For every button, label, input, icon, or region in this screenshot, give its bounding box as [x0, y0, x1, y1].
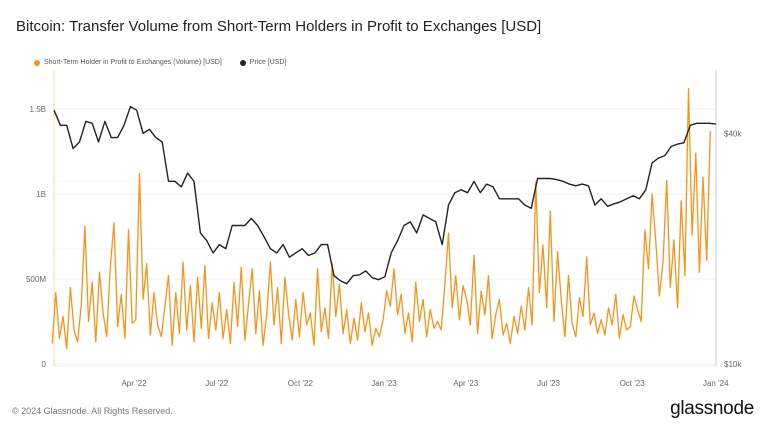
y-left-tick-labels: 0 500M 1B 1.5B [26, 105, 47, 369]
x-tick-label: Jan '23 [371, 379, 397, 388]
legend-item-price[interactable]: Price [USD] [239, 59, 287, 66]
y-left-tick-label: 0 [42, 360, 47, 369]
y-right-tick-label: $10k [724, 360, 742, 369]
x-tick-label: Jul '22 [205, 379, 228, 388]
y-left-tick-label: 1B [36, 190, 46, 199]
chart-title: Bitcoin: Transfer Volume from Short-Term… [16, 18, 542, 35]
x-tick-label: Jul '23 [537, 379, 560, 388]
x-tick-label: Apr '22 [121, 379, 147, 388]
legend-label-price: Price [USD] [249, 59, 287, 66]
y-left-tick-label: 1.5B [30, 105, 46, 114]
gridlines [54, 108, 716, 365]
price-series-line [53, 105, 716, 285]
x-tick-labels: Apr '22 Jul '22 Oct '22 Jan '23 Apr '23 … [121, 379, 729, 388]
x-tick-label: Oct '23 [620, 379, 646, 388]
x-tick-label: Oct '22 [288, 379, 314, 388]
series-group [51, 87, 716, 350]
copyright-text: © 2024 Glassnode. All Rights Reserved. [12, 406, 173, 416]
legend-dot-volume [34, 59, 40, 66]
legend-item-volume[interactable]: Short-Term Holder in Profit to Exchanges… [34, 59, 222, 66]
legend-label-volume: Short-Term Holder in Profit to Exchanges… [44, 59, 222, 66]
volume-series-line [51, 87, 711, 350]
legend: Short-Term Holder in Profit to Exchanges… [34, 59, 286, 66]
legend-dot-price [239, 59, 246, 66]
y-right-tick-label: $40k [724, 129, 742, 138]
x-tick-label: Apr '23 [453, 379, 479, 388]
y-right-tick-labels: $10k $40k [724, 129, 742, 369]
x-tick-label: Jan '24 [703, 379, 729, 388]
y-left-tick-label: 500M [26, 275, 46, 284]
glassnode-logo[interactable]: glassnode [670, 398, 754, 419]
